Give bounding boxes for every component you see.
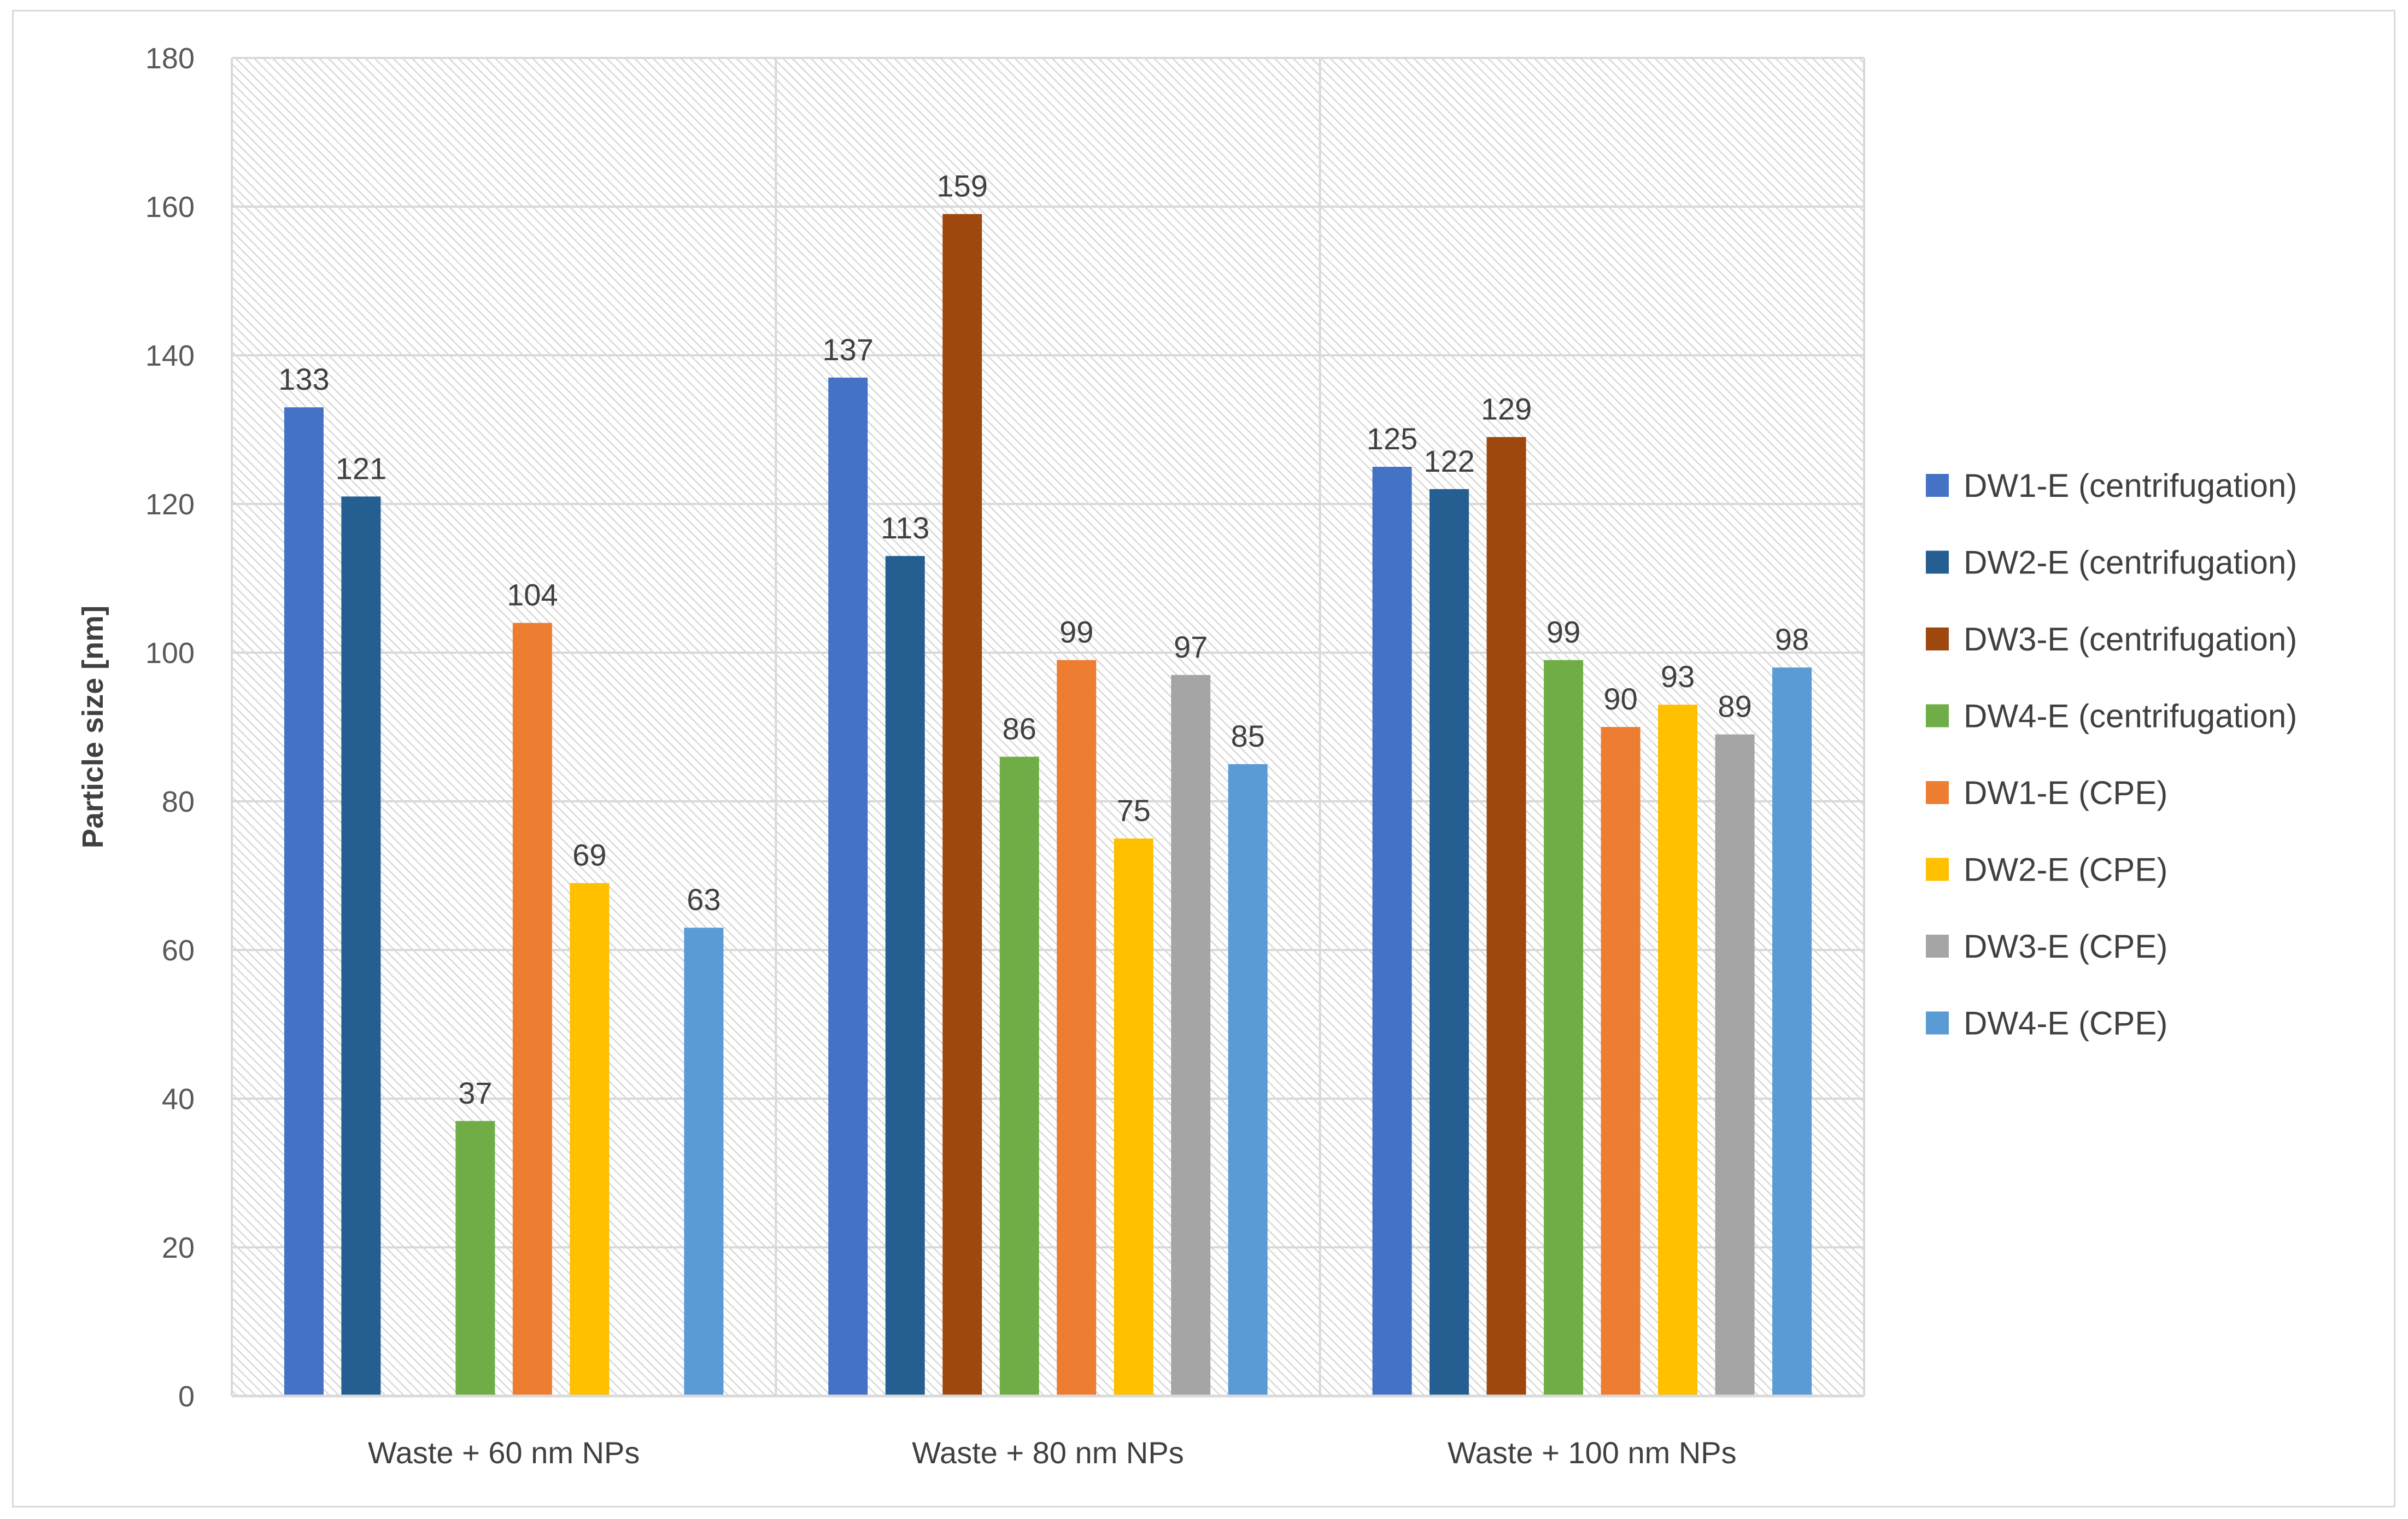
data-label: 69 <box>572 838 606 872</box>
data-label: 159 <box>937 169 988 203</box>
legend: DW1-E (centrifugation) DW2-E (centrifugat… <box>1926 467 2297 1042</box>
bar <box>942 214 982 1396</box>
data-label: 121 <box>336 451 386 485</box>
data-label: 137 <box>823 332 874 367</box>
bar <box>1429 489 1469 1396</box>
bars <box>284 214 1812 1397</box>
legend-swatch <box>1926 1011 1949 1035</box>
bar <box>1715 734 1755 1396</box>
bar <box>1228 764 1268 1396</box>
legend-swatch <box>1926 781 1949 804</box>
data-label: 129 <box>1481 392 1532 426</box>
data-label: 97 <box>1174 630 1208 664</box>
bar <box>284 407 324 1397</box>
plot-area-background <box>232 58 1864 1396</box>
bar <box>1114 838 1153 1396</box>
data-labels: 133 137 125 121 113 122 159 129 37 86 99 104 99 90 69 7… <box>278 169 1809 1110</box>
bar <box>570 883 610 1396</box>
data-label: 93 <box>1661 659 1695 694</box>
legend-swatch <box>1926 858 1949 881</box>
y-tick-label: 20 <box>162 1231 195 1264</box>
legend-swatch <box>1926 935 1949 958</box>
y-tick-label: 100 <box>145 637 195 670</box>
legend-swatch <box>1926 704 1949 728</box>
bar <box>999 756 1039 1396</box>
x-tick-label: Waste + 80 nm NPs <box>912 1435 1184 1470</box>
bar <box>455 1121 495 1396</box>
legend-swatch <box>1926 627 1949 650</box>
y-tick-label: 140 <box>145 339 195 372</box>
legend-swatch <box>1926 474 1949 497</box>
data-label: 98 <box>1775 622 1809 656</box>
bar <box>684 928 724 1396</box>
y-tick-label: 120 <box>145 488 195 521</box>
bar <box>1486 437 1526 1396</box>
data-label: 63 <box>687 882 720 917</box>
y-tick-label: 80 <box>162 785 195 818</box>
legend-label: DW3-E (CPE) <box>1964 928 2167 965</box>
legend-label: DW2-E (centrifugation) <box>1964 544 2297 581</box>
data-label: 113 <box>881 511 929 545</box>
legend-label: DW3-E (centrifugation) <box>1964 621 2297 658</box>
legend-label: DW1-E (centrifugation) <box>1964 467 2297 504</box>
data-label: 89 <box>1718 689 1751 724</box>
bar <box>828 377 868 1396</box>
bar <box>1658 705 1698 1396</box>
data-label: 99 <box>1546 615 1580 649</box>
data-label: 122 <box>1423 444 1474 478</box>
bar <box>341 496 381 1396</box>
gridlines <box>231 57 1865 1397</box>
data-label: 125 <box>1367 421 1417 456</box>
legend-label: DW2-E (CPE) <box>1964 852 2167 888</box>
axes: 0 20 40 60 80 100 120 140 160 180 Waste + 60 nm NP… <box>145 42 1864 1470</box>
data-label: 90 <box>1603 682 1637 716</box>
x-tick-label: Waste + 100 nm NPs <box>1448 1435 1737 1470</box>
bar <box>1372 467 1412 1396</box>
legend-label: DW1-E (CPE) <box>1964 775 2167 811</box>
bar <box>1057 660 1097 1396</box>
data-label: 85 <box>1231 719 1265 753</box>
bar <box>1171 675 1211 1396</box>
y-tick-label: 60 <box>162 934 195 967</box>
x-tick-label: Waste + 60 nm NPs <box>368 1435 640 1470</box>
legend-swatch <box>1926 550 1949 574</box>
y-tick-label: 0 <box>178 1380 195 1413</box>
y-tick-label: 180 <box>145 42 195 75</box>
y-tick-label: 160 <box>145 191 195 224</box>
data-label: 133 <box>278 362 329 396</box>
data-label: 37 <box>458 1076 492 1110</box>
y-axis-title: Particle size [nm] <box>77 606 109 848</box>
data-label: 75 <box>1117 793 1151 828</box>
legend-label: DW4-E (CPE) <box>1964 1005 2167 1042</box>
bar <box>1601 727 1641 1396</box>
bar <box>1772 667 1812 1396</box>
data-label: 104 <box>507 578 558 612</box>
data-label: 99 <box>1059 615 1093 649</box>
data-label: 86 <box>1003 711 1036 746</box>
bar <box>885 556 925 1397</box>
y-tick-label: 40 <box>162 1083 195 1116</box>
bar <box>1544 660 1584 1396</box>
legend-label: DW4-E (centrifugation) <box>1964 698 2297 735</box>
bar <box>512 623 552 1396</box>
